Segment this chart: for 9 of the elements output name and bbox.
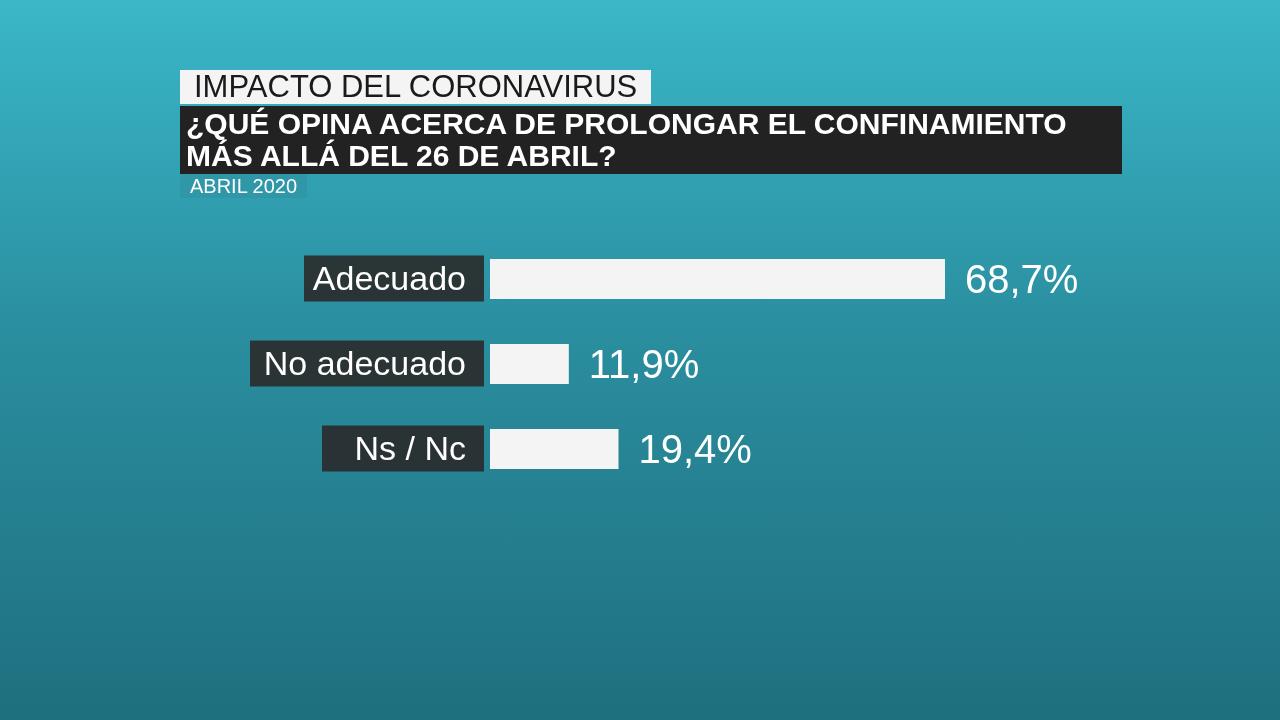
y-tick-label: Ns / Nc [354, 429, 466, 468]
y-tick-label: Adecuado [312, 259, 466, 298]
data-label: 68,7% [965, 257, 1079, 301]
chart-title: IMPACTO DEL CORONAVIRUS [180, 69, 652, 104]
data-label: 11,9% [588, 342, 700, 386]
y-tick-label: No adecuado [263, 344, 466, 383]
text: ABRIL 2020 [180, 174, 308, 198]
data-label: 19,4% [638, 427, 752, 471]
chart-subtitle: ¿QUÉ OPINA ACERCA DE PROLONGAR EL CONFINAMIENTO MÁS ALLÁ DEL 26 DE ABRIL? [180, 106, 1122, 174]
